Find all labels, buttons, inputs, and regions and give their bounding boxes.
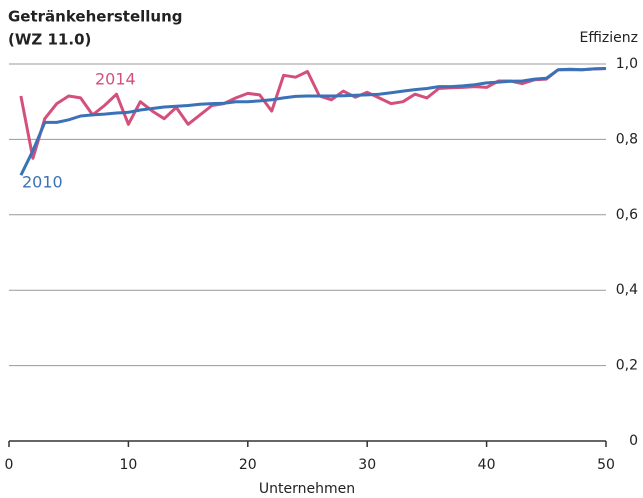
y-tick-label: 0,6 [616, 207, 638, 223]
x-tick-label: 30 [358, 457, 376, 473]
x-tick-label: 50 [597, 457, 615, 473]
y-tick-label: 1,0 [616, 56, 638, 72]
series-label: 2014 [95, 70, 136, 89]
chart-title: Getränkeherstellung [8, 8, 183, 26]
y-tick-label: 0,4 [616, 282, 638, 298]
x-axis-label: Unternehmen [259, 481, 355, 497]
x-tick-label: 40 [478, 457, 496, 473]
y-tick-label: 0,2 [616, 358, 638, 374]
chart-subtitle: (WZ 11.0) [8, 31, 91, 49]
series-label: 2010 [22, 173, 63, 192]
y-axis-label: Effizienz [580, 30, 638, 46]
x-tick-label: 10 [119, 457, 137, 473]
x-tick-label: 0 [5, 457, 14, 473]
series-line [19, 67, 607, 176]
x-tick-label: 20 [239, 457, 257, 473]
y-tick-label: 0,8 [616, 131, 638, 147]
y-tick-label: 0 [629, 433, 638, 449]
